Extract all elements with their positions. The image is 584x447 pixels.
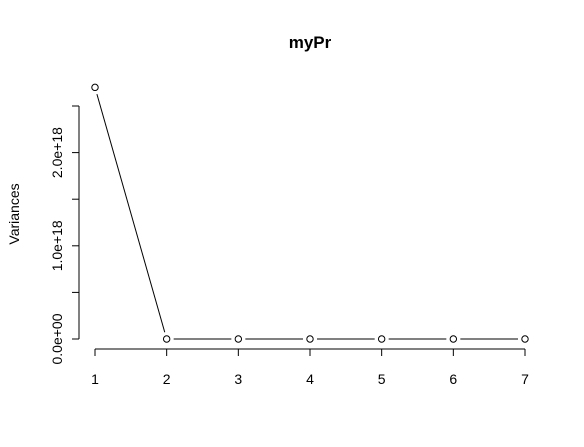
y-tick-label: 2.0e+18	[49, 127, 65, 178]
data-point	[521, 335, 529, 343]
y-tick-label: 1.0e+18	[49, 220, 65, 271]
x-tick-label: 3	[234, 371, 242, 387]
chart-title: myPr	[289, 33, 332, 52]
data-point	[306, 335, 314, 343]
data-point	[234, 335, 243, 343]
data-point	[449, 335, 458, 343]
x-tick-label: 7	[521, 371, 529, 387]
y-axis-label: Variances	[6, 183, 22, 244]
x-tick-label: 6	[449, 371, 457, 387]
y-tick-label: 0.0e+00	[49, 313, 65, 364]
x-tick-label: 1	[91, 371, 99, 387]
data-point	[91, 83, 99, 92]
x-ticks: 1 2 3 4 5 6 7	[91, 349, 529, 387]
x-tick-label: 5	[378, 371, 386, 387]
x-tick-label: 2	[163, 371, 171, 387]
series-segment	[96, 93, 166, 333]
series-variances	[91, 83, 529, 343]
x-tick-label: 4	[306, 371, 314, 387]
y-ticks: 0.0e+00 1.0e+18 2.0e+18	[49, 105, 79, 365]
data-point	[162, 335, 171, 343]
data-point	[377, 335, 386, 343]
